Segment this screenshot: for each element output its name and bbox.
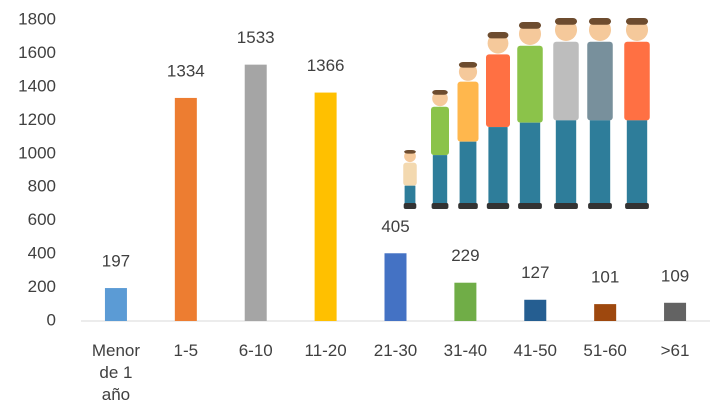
- bar: [454, 282, 477, 321]
- person-legs: [519, 122, 541, 205]
- data-label: 229: [451, 246, 479, 265]
- people-illustration: [403, 18, 650, 209]
- person-legs: [555, 120, 577, 205]
- person-shoes: [403, 203, 417, 209]
- person-body: [517, 45, 543, 123]
- person-legs: [459, 141, 477, 205]
- bar: [314, 92, 337, 321]
- person-shoes: [588, 203, 612, 209]
- person-hair: [487, 32, 509, 39]
- x-tick-label: Menor de 1 año: [91, 341, 141, 404]
- data-label: 127: [521, 263, 549, 282]
- y-tick-label: 1400: [18, 76, 56, 95]
- data-label: 101: [591, 268, 619, 287]
- bar: [524, 299, 547, 321]
- y-tick-label: 800: [28, 177, 56, 196]
- x-tick-label: 6-10: [238, 341, 273, 360]
- person-shoes: [458, 203, 478, 209]
- person-body: [587, 41, 613, 121]
- data-label: 1334: [167, 61, 205, 80]
- data-label: 197: [102, 252, 130, 271]
- bar: [174, 97, 197, 321]
- y-tick-label: 200: [28, 277, 56, 296]
- bar: [104, 288, 127, 321]
- x-tick-label: 11-20: [304, 341, 347, 360]
- person-hair: [432, 90, 448, 95]
- y-tick-label: 600: [28, 210, 56, 229]
- person-hair: [518, 22, 542, 29]
- person-body: [553, 41, 579, 121]
- x-tick-label: 31-40: [443, 341, 488, 360]
- person-hair: [458, 62, 478, 68]
- person-body: [431, 106, 449, 156]
- person-shoes: [625, 203, 649, 209]
- person-shoes: [518, 203, 542, 209]
- person-legs: [626, 120, 648, 205]
- y-tick-label: 1000: [18, 143, 56, 162]
- person-hair: [404, 150, 416, 154]
- person-body: [457, 81, 479, 142]
- person-legs: [589, 120, 611, 205]
- person-hair: [554, 18, 578, 25]
- y-tick-label: 1600: [18, 43, 56, 62]
- x-tick-label: 1-5: [173, 341, 199, 360]
- x-tick-label: 21-30: [373, 341, 418, 360]
- x-tick-label: >61: [660, 341, 690, 360]
- person-body: [486, 54, 510, 128]
- bar: [384, 253, 407, 321]
- person-hair: [588, 18, 612, 25]
- bar: [244, 64, 267, 322]
- y-tick-label: 0: [47, 310, 56, 329]
- data-label: 405: [381, 217, 409, 236]
- data-label: 1533: [237, 28, 275, 47]
- person-body: [403, 162, 417, 186]
- person-shoes: [554, 203, 578, 209]
- person-legs: [404, 185, 416, 205]
- data-label: 1366: [307, 56, 345, 75]
- x-tick-label: 41-50: [513, 341, 557, 360]
- y-tick-label: 1200: [18, 110, 56, 129]
- x-tick-label: 51-60: [583, 341, 627, 360]
- data-label: 109: [661, 266, 689, 285]
- person-body: [624, 41, 650, 121]
- person-hair: [625, 18, 649, 25]
- person-legs: [488, 127, 508, 205]
- person-legs: [432, 155, 448, 205]
- person-shoes: [431, 203, 449, 209]
- y-tick-label: 400: [28, 244, 56, 263]
- y-tick-label: 1800: [18, 9, 56, 28]
- person-shoes: [486, 203, 510, 209]
- bar: [594, 304, 617, 321]
- bar: [664, 302, 687, 321]
